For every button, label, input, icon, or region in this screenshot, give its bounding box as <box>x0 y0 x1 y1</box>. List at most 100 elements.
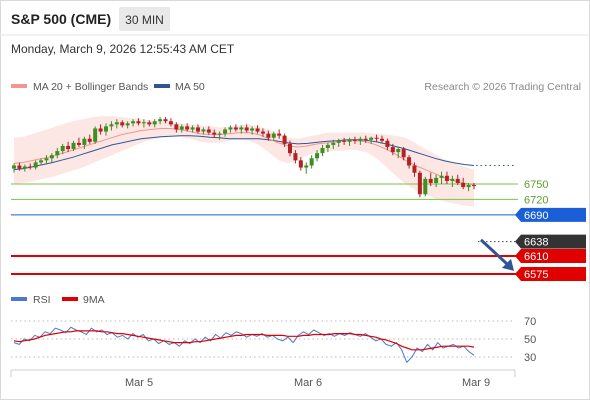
candle <box>109 121 114 131</box>
candle <box>423 176 428 197</box>
projection-arrow <box>479 238 514 271</box>
rsi-panel: 70 50 30 <box>11 316 536 364</box>
candle <box>125 121 130 129</box>
candle <box>466 182 471 192</box>
candle <box>250 126 255 135</box>
rsi-series-9ma <box>13 330 475 351</box>
candle <box>39 158 44 166</box>
candle <box>417 170 422 198</box>
level-badge-6610 <box>515 249 586 263</box>
candle <box>201 127 206 135</box>
candle <box>104 123 108 136</box>
candle <box>407 155 412 169</box>
candle <box>271 131 276 141</box>
candle <box>28 163 33 170</box>
candle <box>439 171 444 184</box>
candle <box>450 175 455 188</box>
level-tag-6690: 6690 <box>515 207 586 222</box>
candle <box>76 137 81 147</box>
candle <box>255 125 260 134</box>
level-tag-6720: 6720 <box>524 194 548 206</box>
rsi-9ma-legend-label: 9MA <box>83 294 105 306</box>
candle <box>288 140 292 157</box>
candle <box>342 137 347 145</box>
candle <box>412 162 417 177</box>
candle <box>17 162 22 171</box>
candle <box>374 134 379 142</box>
candle <box>82 136 87 150</box>
ma50-legend-swatch <box>154 84 170 88</box>
rsi-tick-70: 70 <box>524 316 536 328</box>
ma20-legend-swatch <box>11 84 27 88</box>
candle <box>331 139 336 150</box>
candle <box>385 138 390 151</box>
level-label-6720: 6720 <box>524 194 548 206</box>
bollinger-band-area <box>14 116 474 207</box>
candle <box>147 120 152 127</box>
ma20-legend-label: MA 20 + Bollinger Bands <box>33 81 148 93</box>
level-tag-6638: 6638 <box>515 234 586 249</box>
level-badge-6690 <box>515 207 586 222</box>
interval-badge[interactable] <box>119 7 170 31</box>
candle <box>444 171 449 184</box>
candlesticks <box>12 117 476 198</box>
projection-arrow-shaft <box>479 238 510 266</box>
candle <box>233 124 238 132</box>
candle <box>358 136 363 145</box>
candle <box>44 155 49 165</box>
x-tick-label-mar5: Mar 5 <box>125 377 153 389</box>
candle <box>352 136 357 144</box>
candle <box>396 146 401 159</box>
candle <box>401 146 406 161</box>
candle <box>309 155 314 169</box>
candle <box>174 122 179 133</box>
candle <box>22 164 27 172</box>
level-label-6750: 6750 <box>524 179 548 191</box>
ma20-line <box>13 128 475 186</box>
candle <box>141 119 146 128</box>
candle <box>163 117 168 124</box>
candle <box>120 120 125 128</box>
ma50-legend-label: MA 50 <box>175 81 205 93</box>
candle <box>298 157 303 171</box>
x-tick-label-mar6: Mar 6 <box>294 377 322 389</box>
candle <box>266 130 271 141</box>
candle <box>223 127 228 137</box>
ma50-line <box>13 135 475 171</box>
level-badge-6575 <box>515 267 586 281</box>
candle <box>277 129 282 139</box>
price-levels: 6750 6720 6690 6638 6610 6575 <box>11 179 586 281</box>
candle <box>320 144 325 157</box>
instrument-title: S&P 500 (CME) <box>11 11 111 27</box>
candle <box>87 134 92 144</box>
candle <box>60 143 65 155</box>
candle <box>131 119 136 127</box>
candle <box>158 117 163 125</box>
level-badge-6638 <box>515 234 586 249</box>
candle <box>239 125 244 134</box>
candle <box>325 142 330 153</box>
candle <box>185 123 190 132</box>
candle <box>390 143 395 156</box>
level-label-6638: 6638 <box>524 237 548 249</box>
candle <box>228 125 233 133</box>
interval-label: 30 MIN <box>125 13 164 27</box>
candle <box>244 124 249 133</box>
candle <box>93 126 98 144</box>
candle <box>347 137 352 146</box>
candle <box>336 138 341 147</box>
candle <box>55 148 60 159</box>
rsi-9ma-legend-swatch <box>62 297 78 301</box>
candle <box>71 140 76 152</box>
candle <box>428 172 433 187</box>
candle <box>461 177 466 190</box>
candle <box>168 118 173 127</box>
moving-averages <box>13 128 515 186</box>
candle <box>282 133 287 147</box>
candle <box>217 131 222 140</box>
level-tag-6610: 6610 <box>515 249 586 263</box>
candle <box>190 125 195 133</box>
